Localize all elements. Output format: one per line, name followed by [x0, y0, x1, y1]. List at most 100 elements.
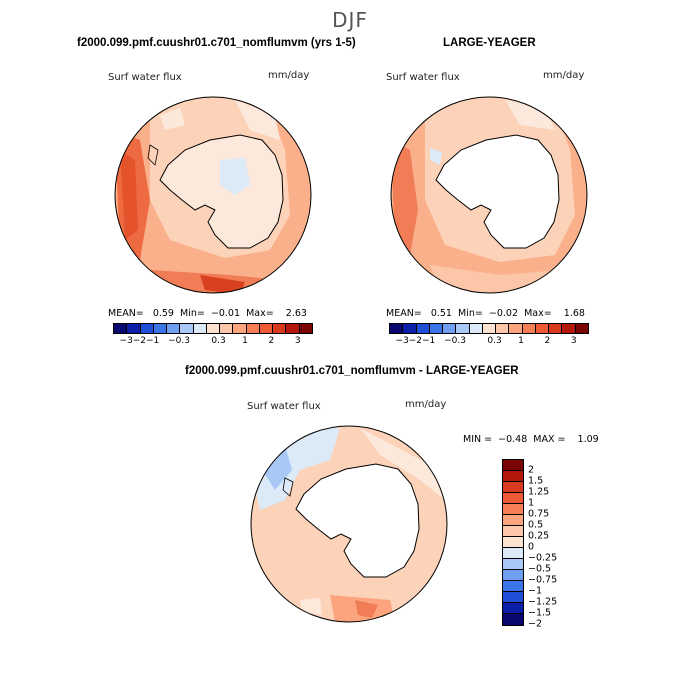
panel3-map-border: [250, 425, 448, 623]
panel2-colorbar-swatch: [509, 324, 523, 333]
panel1-max-label: Max=: [246, 308, 274, 319]
panel3-antarctica-outline: [295, 463, 420, 578]
panel2-colorbar-swatch: [482, 324, 497, 333]
panel3-colorbar-tick-label: 2: [528, 464, 535, 476]
panel1-colorbar-swatch: [180, 324, 194, 333]
panel2-colorbar: [389, 323, 589, 334]
panel3-colorbar-tick-label: 1: [528, 497, 535, 509]
panel1-colorbar-swatch: [259, 324, 274, 333]
panel3-colorbar-swatch: [503, 493, 523, 504]
panel1-colorbar-swatch: [193, 324, 207, 333]
panel3-colorbar-swatch: [503, 559, 523, 570]
panel2-colorbar-swatch: [562, 324, 576, 333]
panel1-colorbar-swatch: [140, 324, 154, 333]
panel2-colorbar-swatch: [443, 324, 457, 333]
panel2-colorbar-swatch: [522, 324, 536, 333]
panel2-min-value: −0.02: [488, 308, 519, 319]
panel3-colorbar-swatch: [503, 504, 523, 515]
panel3-variable-label: Surf water flux: [247, 401, 321, 412]
panel3-colorbar-swatch: [503, 482, 523, 493]
panel1-colorbar-tick-label: −2: [132, 336, 147, 346]
panel2-coastal-blue: [430, 148, 442, 165]
panel3-colorbar-tick-label: 0.75: [528, 508, 550, 520]
panel2-mean-value: 0.51: [430, 308, 452, 319]
panel1-colorbar-tick-label: 0.3: [211, 336, 226, 346]
panel3-colorbar-swatch: [503, 614, 523, 625]
panel3-colorbar-swatch: [503, 592, 523, 603]
panel3-colorbar-tick-label: 1.5: [528, 475, 544, 487]
panel1-interior-blue: [220, 158, 250, 195]
panel1-min-label: Min=: [180, 308, 205, 319]
panel3-peninsula-outline: [282, 477, 294, 497]
panel2-colorbar-tick-label: −2: [408, 336, 423, 346]
panel1-colorbar-tick-label: −3: [119, 336, 133, 346]
panel1-colorbar-tick-label: 1: [242, 336, 248, 346]
panel1-map-border: [114, 96, 312, 294]
panel3-units-label: mm/day: [405, 399, 447, 410]
panel2-colorbar-swatch: [469, 324, 483, 333]
panel2-variable-label: Surf water flux: [386, 72, 460, 83]
panel2-max-value: 1.68: [563, 308, 585, 319]
panel3-colorbar-swatch: [503, 603, 523, 614]
panel2-colorbar-swatch: [456, 324, 470, 333]
panel1-colorbar-swatch: [167, 324, 181, 333]
panel2-colorbar-tick-label: −3: [395, 336, 409, 346]
panel1-units-label: mm/day: [268, 70, 310, 81]
panel1-colorbar-swatch: [233, 324, 247, 333]
season-title: DJF: [332, 8, 368, 32]
panel2-antarctica-outline: [435, 134, 560, 249]
panel3-colorbar-swatch: [503, 581, 523, 592]
panel1-antarctica-outline: [159, 134, 284, 249]
panel2-colorbar-tick-label: −1: [421, 336, 436, 346]
panel3-colorbar-tick-label: −1.5: [528, 607, 552, 619]
panel3-colorbar: [502, 459, 524, 626]
panel2-colorbar-swatch: [496, 324, 510, 333]
panel2-colorbar-swatch: [535, 324, 550, 333]
panel1-colorbar-tick-label: 2: [268, 336, 275, 346]
panel2-colorbar-swatch: [403, 324, 417, 333]
panel2-title: LARGE-YEAGER: [443, 37, 536, 49]
panel2-colorbar-tick-label: 3: [570, 336, 577, 346]
panel3-colorbar-tick-label: 0.5: [528, 519, 544, 531]
panel1-colorbar: [113, 323, 313, 334]
panel3-colorbar-swatch: [503, 548, 523, 559]
panel3-colorbar-swatch: [503, 515, 523, 526]
panel1-colorbar-swatch: [153, 324, 168, 333]
panel2-mean-label: MEAN=: [386, 308, 422, 319]
panel1-colorbar-swatch: [220, 324, 234, 333]
panel1-min-value: −0.01: [210, 308, 241, 319]
panel3-colorbar-tick-label: 0.25: [528, 530, 550, 542]
panel2-colorbar-swatch: [549, 324, 563, 333]
panel1-max-value: 2.63: [285, 308, 307, 319]
panel2-colorbar-tick-label: −0.3: [444, 336, 466, 346]
panel1-mean-label: MEAN=: [108, 308, 144, 319]
panel3-colorbar-swatch: [503, 460, 523, 471]
panel2-colorbar-tick-label: 0.3: [487, 336, 502, 346]
panel3-colorbar-tick-label: 0: [528, 541, 535, 553]
panel1-colorbar-swatch: [246, 324, 260, 333]
panel2-max-label: Max=: [524, 308, 552, 319]
panel2-colorbar-tick-label: 1: [518, 336, 524, 346]
panel2-stats: MEAN= 0.51 Min= −0.02 Max= 1.68: [386, 308, 585, 319]
panel1-peninsula-outline: [147, 144, 159, 166]
panel3-colorbar-swatch: [503, 471, 523, 482]
panel1-colorbar-swatch: [273, 324, 287, 333]
panel1-colorbar-swatch: [114, 324, 128, 333]
panel2-units-label: mm/day: [543, 70, 585, 81]
panel3-colorbar-swatch: [503, 537, 523, 548]
panel3-colorbar-tick-label: 1.25: [528, 486, 550, 498]
panel1-colorbar-swatch: [127, 324, 141, 333]
panel2-colorbar-swatch: [429, 324, 444, 333]
panel3-colorbar-tick-label: −0.25: [528, 552, 558, 564]
panel1-mean-value: 0.59: [152, 308, 174, 319]
panel2-min-label: Min=: [458, 308, 483, 319]
panel2-colorbar-swatch: [575, 324, 588, 333]
panel1-variable-label: Surf water flux: [108, 72, 182, 83]
panel1-colorbar-tick-label: 3: [294, 336, 301, 346]
panel1-colorbar-swatch: [299, 324, 312, 333]
panel1-stats: MEAN= 0.59 Min= −0.01 Max= 2.63: [108, 308, 307, 319]
panel2-colorbar-swatch: [416, 324, 430, 333]
